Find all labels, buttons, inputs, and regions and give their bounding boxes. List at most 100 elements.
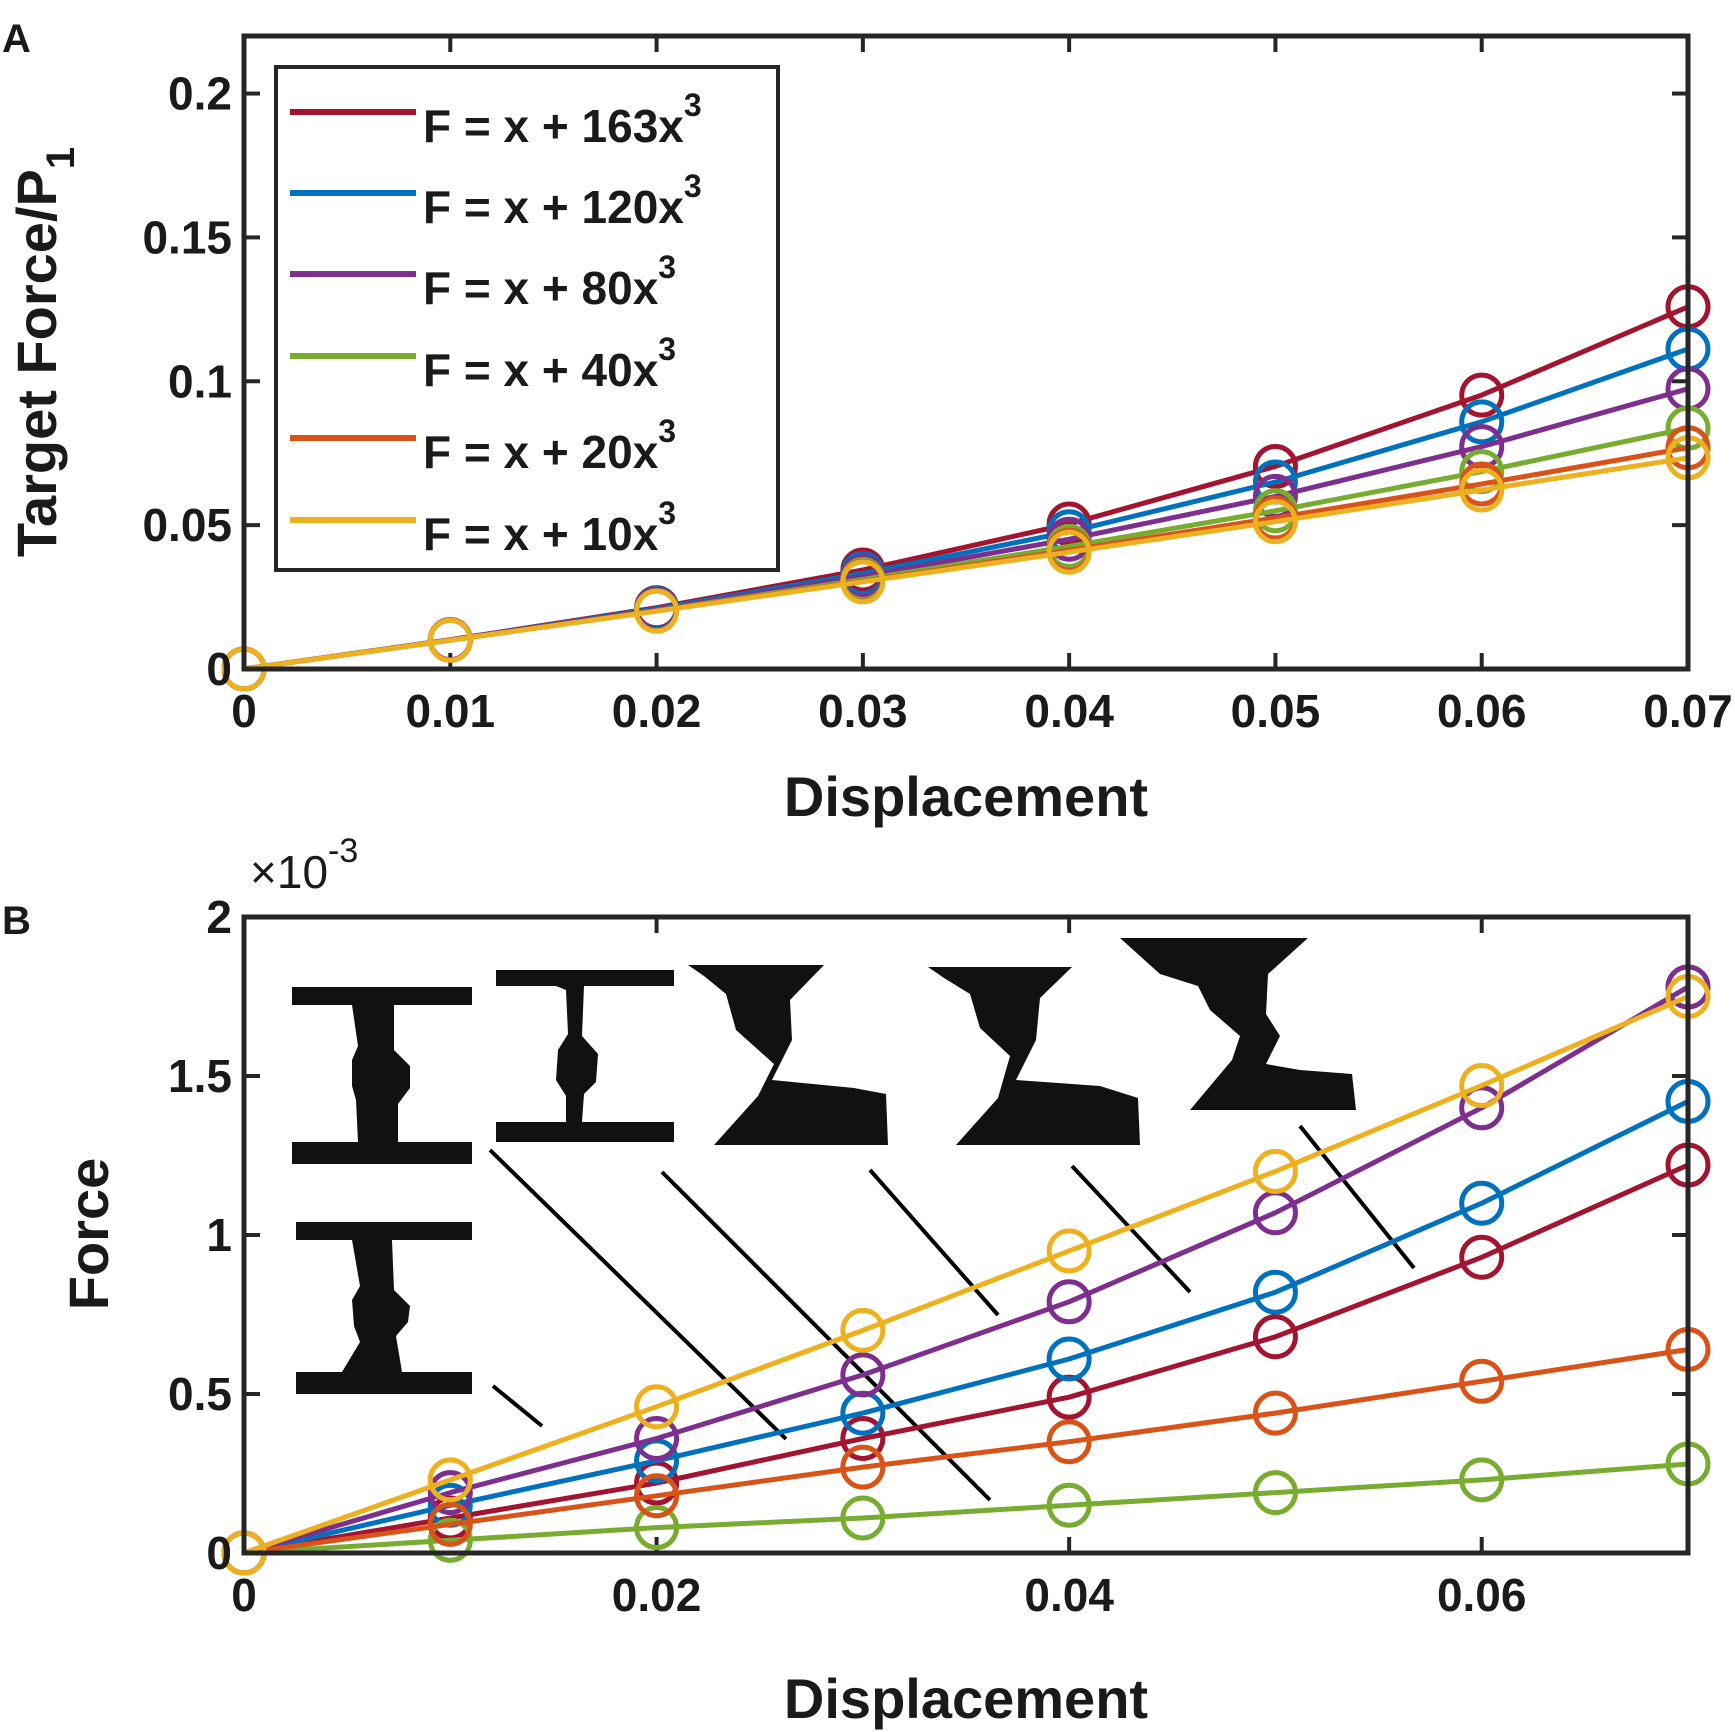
data-point-green xyxy=(840,1495,886,1541)
leader-line-6 xyxy=(1298,1124,1416,1270)
data-point-yellow xyxy=(840,1307,886,1353)
panel-b-y-exponent: ×10-3 xyxy=(250,832,358,898)
panel-a-axes-box xyxy=(241,33,1691,672)
x-tick-label: 0.04 xyxy=(1024,1569,1114,1621)
data-point-red xyxy=(840,1416,886,1462)
legend-entry-purple: F = x + 80x3 xyxy=(290,249,676,314)
y-tick-label: 0 xyxy=(206,643,232,695)
data-point-yellow xyxy=(840,559,886,605)
panel-a-lines xyxy=(221,284,1711,692)
data-point-yellow xyxy=(634,588,680,634)
inset-shape-5 xyxy=(928,967,1140,1145)
legend-entry-green: F = x + 40x3 xyxy=(290,331,676,396)
data-point-orange xyxy=(1046,1419,1092,1465)
data-point-blue xyxy=(1252,1269,1298,1315)
data-point-purple xyxy=(634,1416,680,1462)
data-point-yellow xyxy=(1459,467,1505,513)
panel-b-y-axis-label: Force xyxy=(57,1158,120,1311)
panel-a-y-tick-labels: 0 0.05 0.1 0.15 0.2 xyxy=(142,68,232,695)
legend-label: F = x + 120x3 xyxy=(423,168,702,233)
inset-shape-2 xyxy=(292,987,472,1164)
series-line-purple xyxy=(243,984,1690,1556)
legend-entry-red: F = x + 163x3 xyxy=(290,87,702,152)
data-point-yellow xyxy=(427,1457,473,1503)
data-point-green xyxy=(427,1517,473,1563)
legend-label: F = x + 10x3 xyxy=(423,495,676,560)
panel-a-x-tick-labels: 0 0.01 0.02 0.03 0.04 0.05 0.06 0.07 xyxy=(231,685,1733,737)
data-point-purple xyxy=(840,1352,886,1398)
legend-label: F = x + 20x3 xyxy=(423,413,676,478)
legend-entry-blue: F = x + 120x3 xyxy=(290,168,702,233)
data-point-yellow xyxy=(1046,1228,1092,1274)
legend-label: F = x + 163x3 xyxy=(423,87,702,152)
x-tick-label: 0.05 xyxy=(1231,685,1321,737)
series-line-orange xyxy=(243,1347,1689,1556)
panel-b-y-tick-labels: 0 0.5 1 1.5 2 xyxy=(168,891,232,1579)
x-tick-label: 0.04 xyxy=(1024,685,1114,737)
data-point-green xyxy=(1252,1470,1298,1516)
legend-label: F = x + 40x3 xyxy=(423,331,676,396)
y-tick-label: 0.15 xyxy=(142,211,232,263)
data-point-orange xyxy=(634,1473,680,1519)
panel-a-y-axis-label: Target Force/P1 xyxy=(5,147,83,557)
panel-b-plot-area xyxy=(244,917,1688,1553)
panel-a-letter: A xyxy=(2,17,31,61)
leader-line-2 xyxy=(488,1148,788,1441)
x-tick-label: 0.07 xyxy=(1643,685,1733,737)
inset-shape-6 xyxy=(1120,938,1356,1110)
legend-box xyxy=(274,65,780,572)
panel-a: A 0 0.01 0.02 0.03 0.04 0.05 0.06 0.07 0 0.05 0.1… xyxy=(2,17,1733,828)
data-point-yellow xyxy=(1046,529,1092,575)
data-point-yellow xyxy=(1459,1063,1505,1109)
data-point-blue xyxy=(1459,1180,1505,1226)
series-line-yellow xyxy=(243,994,1689,1556)
panel-b-axes-box xyxy=(241,914,1691,1556)
panel-a-x-axis-label: Displacement xyxy=(784,765,1148,828)
leader-line-3 xyxy=(660,1170,992,1502)
panel-b: B xyxy=(2,832,1711,1730)
data-point-orange xyxy=(840,1444,886,1490)
data-point-yellow xyxy=(634,1384,680,1430)
y-tick-label: 0.5 xyxy=(168,1368,232,1420)
x-tick-label: 0.01 xyxy=(406,685,496,737)
panel-b-lines xyxy=(221,964,1711,1576)
panel-a-legend: F = x + 163x3 F = x + 120x3 F = x + 80x3… xyxy=(274,65,780,572)
data-point-red xyxy=(1459,372,1505,418)
leader-line-1 xyxy=(491,1384,544,1428)
inset-shape-4 xyxy=(688,965,888,1145)
data-point-red xyxy=(1252,1314,1298,1360)
data-point-purple xyxy=(427,1470,473,1516)
y-tick-label: 1.5 xyxy=(168,1050,232,1102)
data-point-green xyxy=(1459,1457,1505,1503)
x-tick-label: 0 xyxy=(231,685,257,737)
x-tick-label: 0 xyxy=(231,1569,257,1621)
data-point-blue xyxy=(1459,399,1505,445)
data-point-green xyxy=(634,1505,680,1551)
x-tick-label: 0.06 xyxy=(1437,685,1527,737)
panel-b-x-tick-labels: 0 0.02 0.04 0.06 xyxy=(231,1569,1526,1621)
data-point-yellow xyxy=(427,617,473,663)
data-point-orange xyxy=(1252,1390,1298,1436)
data-point-orange xyxy=(427,1501,473,1547)
y-tick-label: 0.05 xyxy=(142,499,232,551)
data-point-red xyxy=(1459,1234,1505,1280)
y-tick-label: 2 xyxy=(206,891,232,943)
x-tick-label: 0.02 xyxy=(612,1569,702,1621)
x-tick-label: 0.02 xyxy=(612,685,702,737)
series-line-red xyxy=(243,1162,1690,1556)
series-line-blue xyxy=(243,1099,1690,1556)
legend-label: F = x + 80x3 xyxy=(423,249,676,314)
data-point-orange xyxy=(1459,1358,1505,1404)
data-point-yellow xyxy=(1252,499,1298,545)
series-line-yellow xyxy=(243,455,1689,672)
panel-b-letter: B xyxy=(2,899,31,943)
legend-entry-yellow: F = x + 10x3 xyxy=(290,495,676,560)
panel-b-x-axis-label: Displacement xyxy=(784,1667,1148,1730)
data-point-purple xyxy=(1459,424,1505,470)
y-tick-label: 0 xyxy=(206,1527,232,1579)
leader-line-4 xyxy=(868,1168,1000,1317)
x-tick-label: 0.06 xyxy=(1437,1569,1527,1621)
y-tick-label: 0.1 xyxy=(168,355,232,407)
data-point-red xyxy=(1252,443,1298,489)
